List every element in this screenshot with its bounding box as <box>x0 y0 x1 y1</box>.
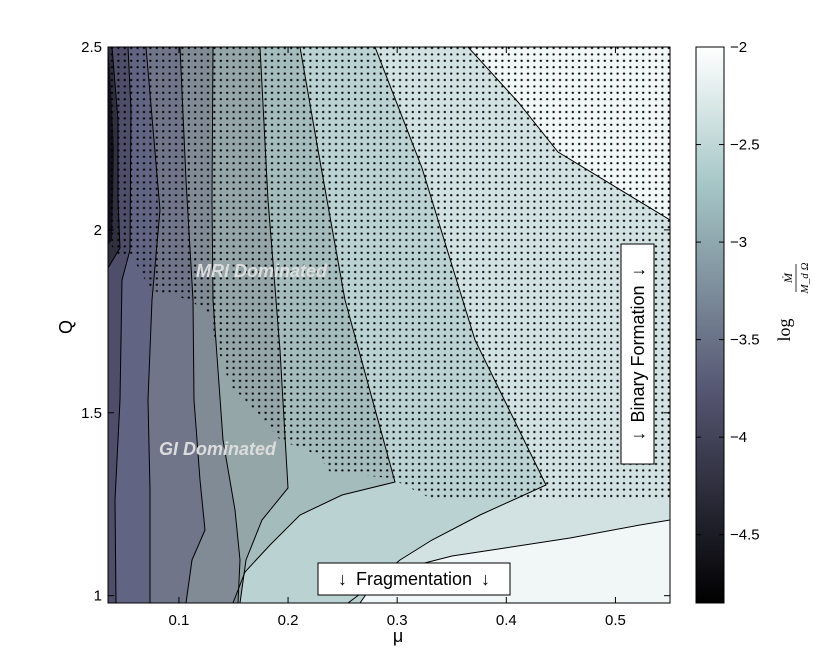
x-tick-label: 0.3 <box>387 612 408 629</box>
colorbar-tick-label: −3 <box>730 234 747 251</box>
mri-dot-region <box>108 47 670 498</box>
arrow-icon: ↓ <box>481 569 490 589</box>
plot-frame <box>107 46 671 604</box>
y-tick-label: 1 <box>94 588 102 605</box>
arrow-icon: ↓ <box>628 267 648 276</box>
svg-text:M_d Ω: M_d Ω <box>799 263 811 295</box>
arrow-icon: ↓ <box>628 432 648 441</box>
colorbar-label: log <box>774 318 794 341</box>
colorbar-ticks: −2 −2.5 −3 −3.5 −4 −4.5 <box>696 39 760 544</box>
colorbar-tick-label: −3.5 <box>730 332 760 349</box>
fragmentation-label: ↓ Fragmentation ↓ <box>338 569 490 589</box>
y-axis-label: Q <box>56 320 76 334</box>
y-tick-label: 1.5 <box>81 405 102 422</box>
colorbar-tick-label: −4.5 <box>730 527 760 544</box>
x-tick-label: 0.5 <box>605 612 626 629</box>
binary-formation-box: ↓ Binary Formation ↓ <box>620 243 655 465</box>
binary-formation-label: ↓ Binary Formation ↓ <box>628 267 648 440</box>
y-tick-label: 2 <box>94 222 102 239</box>
x-axis-ticks: 0.1 0.2 0.3 0.4 0.5 <box>169 47 626 629</box>
x-tick-label: 0.4 <box>496 612 517 629</box>
y-tick-label: 2.5 <box>81 39 102 56</box>
colorbar-label-fraction: Ṁ M_d Ω <box>781 263 811 295</box>
arrow-icon: ↓ <box>338 569 347 589</box>
colorbar-tick-label: −2.5 <box>730 137 760 154</box>
fragmentation-box: ↓ Fragmentation ↓ <box>317 562 511 596</box>
x-axis-label: μ <box>393 626 403 646</box>
x-tick-label: 0.1 <box>169 612 190 629</box>
x-tick-label: 0.2 <box>278 612 299 629</box>
mri-dominated-label: MRI Dominated <box>196 261 328 281</box>
colorbar <box>695 46 725 604</box>
gi-dominated-label: GI Dominated <box>159 439 277 459</box>
colorbar-tick-label: −4 <box>730 429 747 446</box>
colorbar-tick-label: −2 <box>730 39 747 56</box>
y-axis-ticks: 1 1.5 2 2.5 <box>81 39 670 605</box>
svg-text:Ṁ: Ṁ <box>781 272 795 284</box>
